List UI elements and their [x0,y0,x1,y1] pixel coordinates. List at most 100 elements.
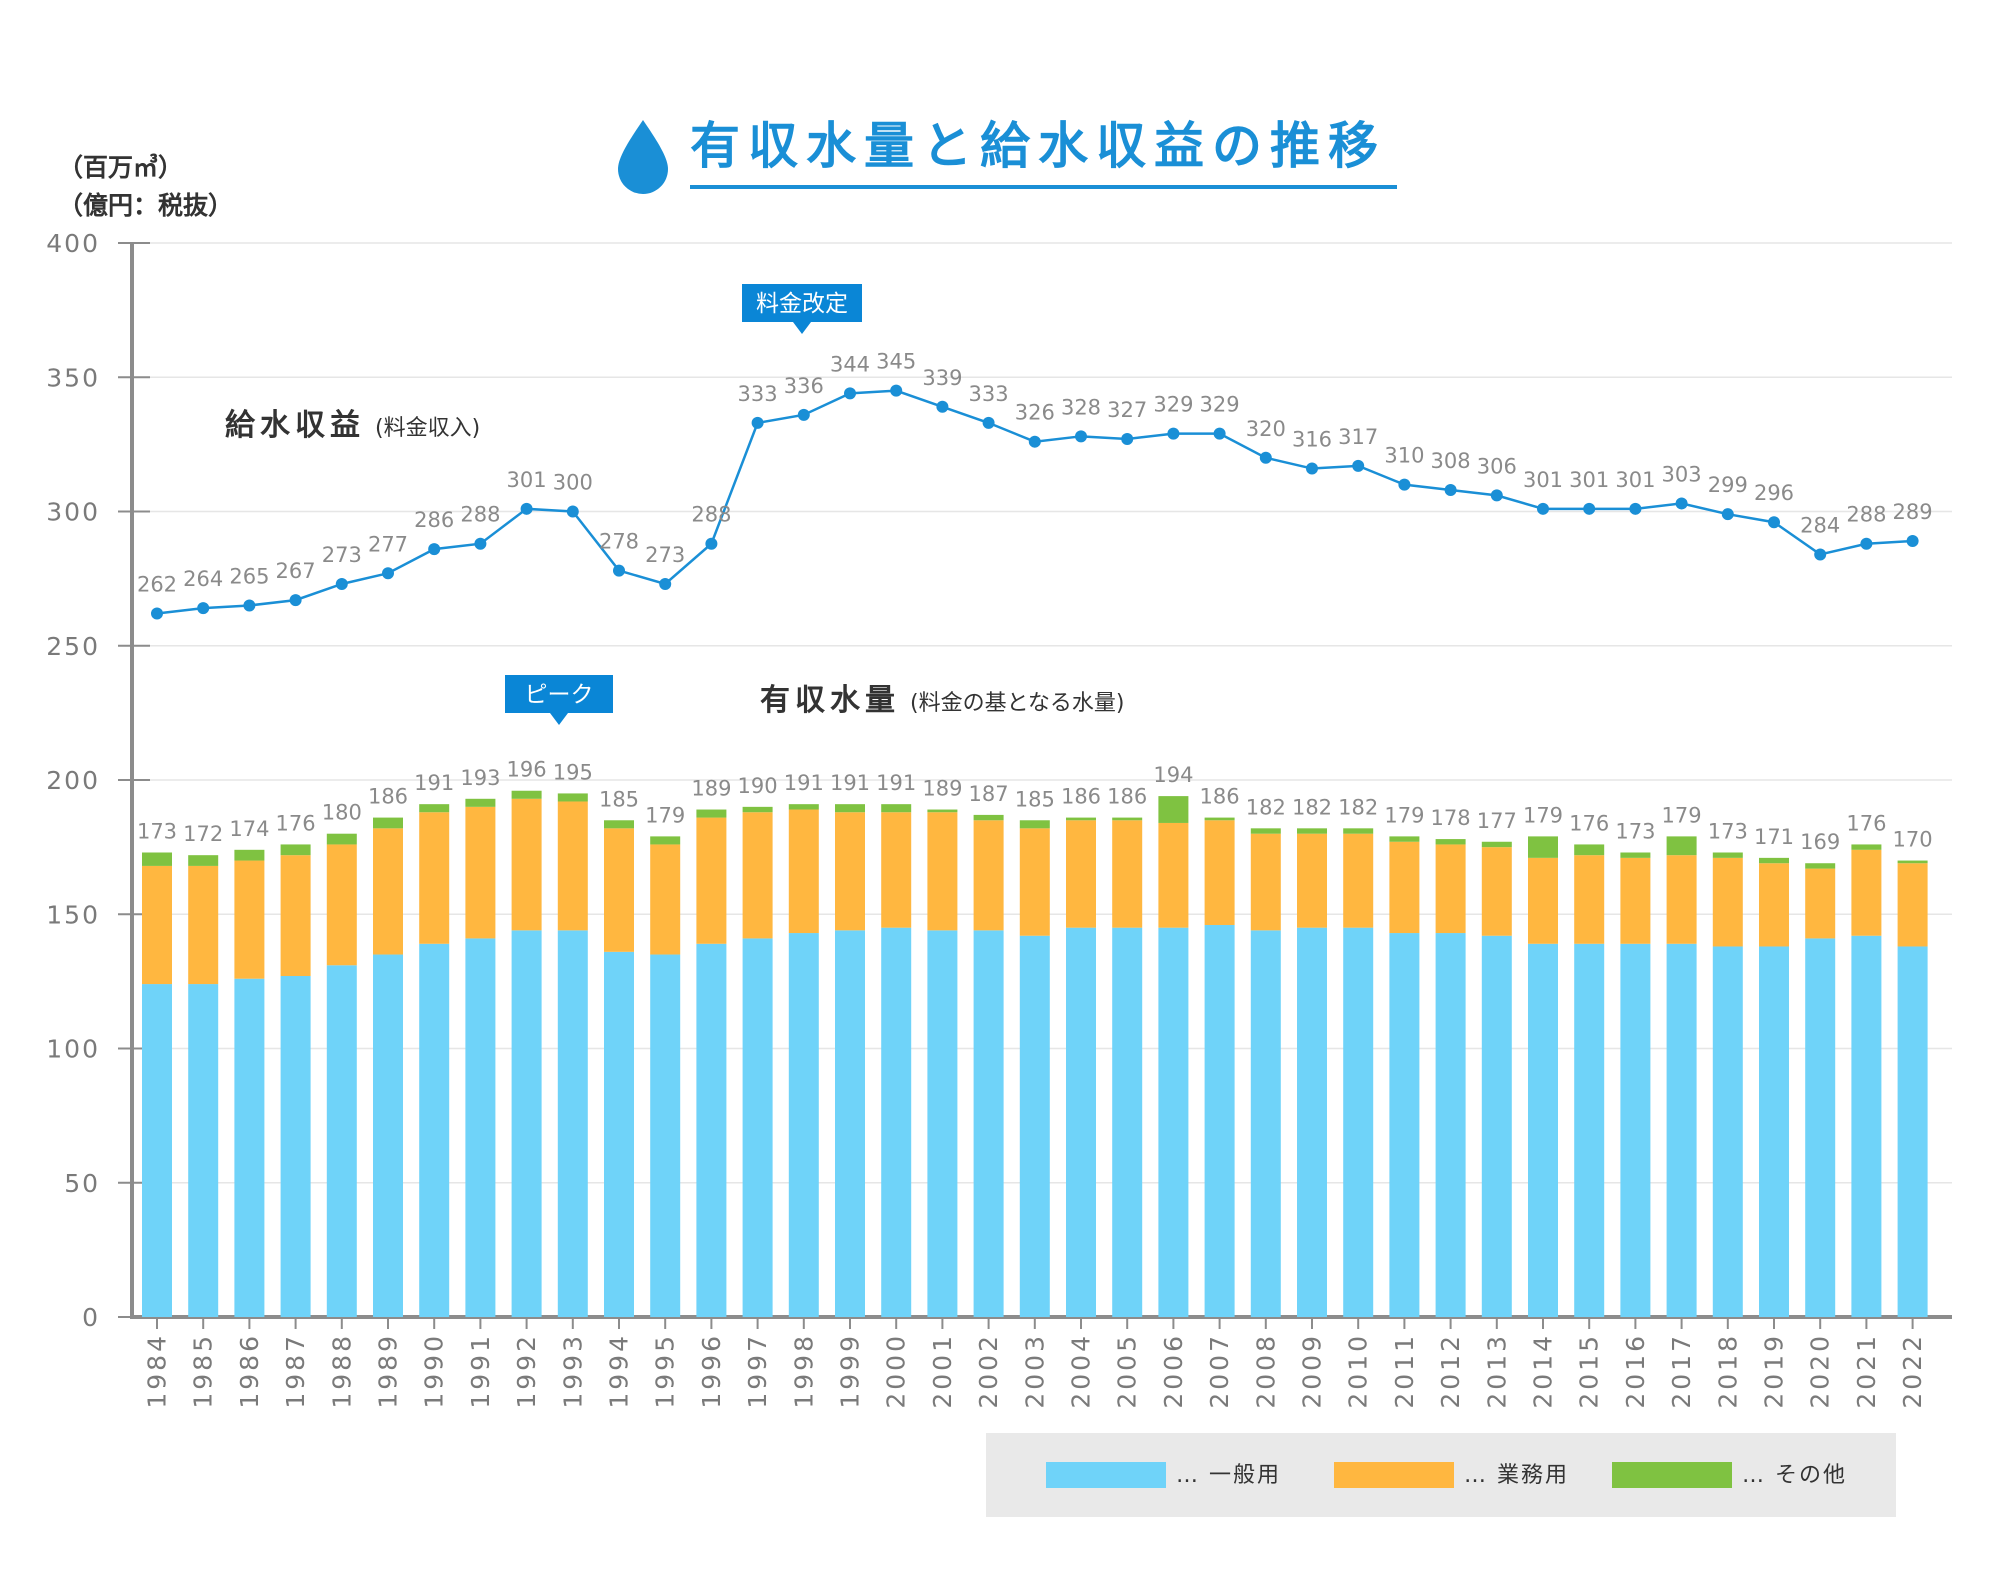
bar-segment-other [1297,828,1327,834]
revenue-value-label: 301 [1523,468,1563,492]
revenue-point [1213,427,1226,440]
bar-segment-general [650,954,681,1317]
bar-segment-business [1666,855,1697,944]
x-tick-label: 1999 [836,1333,865,1409]
bar-segment-general [1620,943,1651,1317]
x-tick-label: 1987 [281,1333,310,1409]
bar-segment-general [1066,927,1096,1317]
revenue-point [1444,484,1457,497]
bar-total-label: 173 [1615,819,1655,843]
x-tick-label: 2003 [1020,1333,1049,1409]
revenue-value-label: 264 [183,567,223,591]
volume-heading: 有収水量 (料金の基となる水量) [760,683,1125,718]
bar-segment-business [1805,868,1836,939]
bar-segment-general [696,943,727,1317]
bar-total-label: 179 [1662,803,1702,827]
revenue-point [197,602,210,615]
revenue-value-label: 299 [1708,473,1748,497]
revenue-value-label: 278 [599,530,639,554]
revenue-value-label: 303 [1662,462,1702,486]
revenue-value-label: 277 [368,532,408,556]
bar-segment-other [1897,860,1928,864]
bar-segment-business [419,812,450,944]
bar-total-label: 170 [1893,828,1933,852]
revenue-heading: 給水収益 (料金収入) [225,408,480,443]
bar-total-label: 179 [1384,803,1424,827]
revenue-point [1490,489,1503,502]
revenue-value-label: 306 [1477,454,1517,478]
bar-segment-other [696,809,727,818]
bar-segment-other [742,806,773,813]
bar-segment-business [511,798,542,931]
revenue-point [243,599,256,612]
legend-swatch-other [1612,1462,1732,1488]
revenue-value-label: 286 [414,508,454,532]
bar-total-label: 194 [1153,763,1193,787]
bar-segment-business [604,828,634,952]
bar-segment-other [142,852,172,866]
bar-total-label: 186 [368,785,408,809]
callout-rate-revision: 料金改定 [742,284,862,334]
x-tick-label: 2005 [1113,1333,1142,1409]
unit-label-volume: （百万㎥） [58,153,183,182]
revenue-point [1814,548,1827,561]
bar-segment-business [1297,833,1327,928]
bar-total-label: 177 [1477,809,1517,833]
bar-segment-business [650,844,681,955]
bar-total-label: 179 [645,803,685,827]
bar-total-label: 169 [1800,830,1840,854]
bar-segment-other [1620,852,1651,858]
bar-segment-general [835,930,865,1317]
bar-segment-other [465,798,496,807]
bar-segment-general [373,954,403,1317]
y-tick-label: 350 [46,363,100,392]
bar-total-label: 171 [1754,825,1794,849]
bar-segment-general [1481,935,1512,1317]
bar-segment-business [1851,849,1882,936]
revenue-value-label: 300 [553,471,593,495]
bar-segment-business [1204,820,1235,925]
bar-total-label: 196 [507,758,547,782]
bar-total-label: 191 [784,771,824,795]
bar-total-label: 172 [183,822,223,846]
bar-segment-business [1620,857,1651,944]
x-tick-label: 1995 [651,1333,680,1409]
bar-segment-general [1897,946,1928,1317]
bar-total-label: 195 [553,760,593,784]
unit-label-revenue: （億円：税抜） [58,191,233,220]
revenue-point [1860,537,1873,550]
revenue-line [151,384,1919,620]
revenue-point [1075,430,1087,443]
revenue-point [982,416,995,429]
revenue-point [890,384,903,397]
legend-label-general: … 一般用 [1176,1463,1281,1488]
bar-segment-general [742,938,773,1317]
bar-segment-other [1250,828,1281,834]
revenue-value-label: 296 [1754,481,1794,505]
bar-segment-other [650,836,681,845]
revenue-point [797,408,810,421]
revenue-point [335,577,348,590]
revenue-value-label: 289 [1893,500,1933,524]
bar-segment-general [788,933,819,1317]
bar-segment-general [1759,946,1789,1317]
revenue-value-label: 316 [1292,428,1332,452]
bar-segment-business [973,820,1004,931]
bar-total-label: 185 [599,787,639,811]
bar-segment-general [557,930,588,1317]
x-tick-label: 1994 [605,1333,634,1409]
bar-segment-general [1158,927,1189,1317]
revenue-point [289,594,302,607]
bar-segment-other [927,809,958,813]
x-tick-label: 2019 [1760,1333,1789,1409]
legend-swatch-business [1334,1462,1454,1488]
callout-rate-revision-text: 料金改定 [756,291,848,317]
bar-total-label: 176 [1569,811,1609,835]
bar-segment-other [1066,817,1096,821]
revenue-point [1306,462,1318,475]
x-tick-label: 2012 [1436,1333,1465,1409]
revenue-point [936,400,949,413]
legend: … 一般用 … 業務用 … その他 [986,1433,1896,1517]
